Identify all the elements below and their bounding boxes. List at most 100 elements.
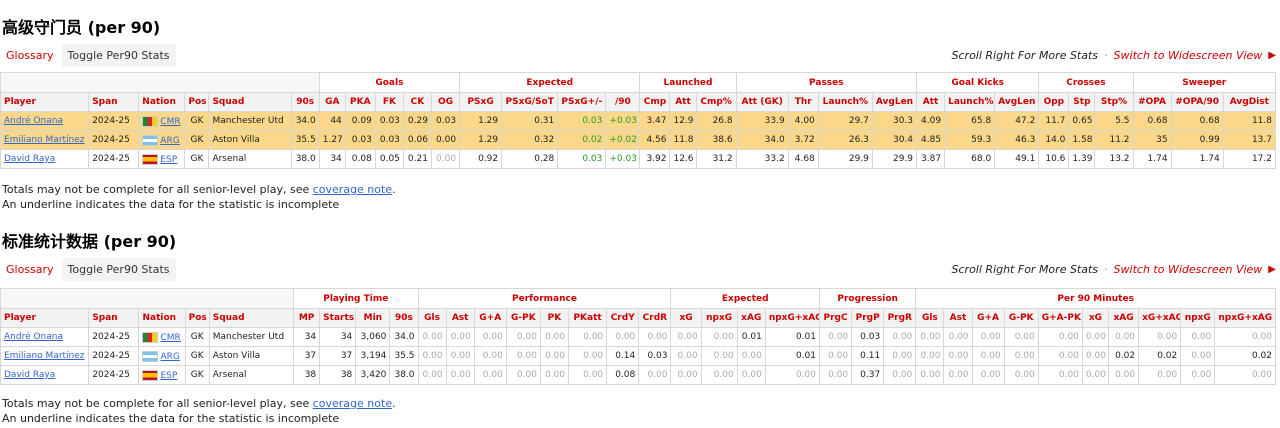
column-header[interactable]: Span bbox=[88, 308, 140, 328]
stat-cell: 1.29 bbox=[459, 111, 503, 131]
column-header[interactable]: Nation bbox=[138, 308, 186, 328]
stat-cell: 0.03 bbox=[638, 346, 672, 366]
column-header[interactable]: G-PK bbox=[505, 308, 541, 328]
column-header[interactable]: Stp bbox=[1068, 92, 1096, 112]
flag-icon bbox=[142, 331, 159, 343]
nation-link[interactable]: CMR bbox=[160, 116, 181, 127]
column-header[interactable]: PrgR bbox=[883, 308, 917, 328]
column-header[interactable]: Opp bbox=[1038, 92, 1070, 112]
column-header[interactable]: Cmp bbox=[639, 92, 671, 112]
player-link[interactable]: Emiliano Martínez bbox=[4, 351, 85, 361]
toggle-per90-button[interactable]: Toggle Per90 Stats bbox=[61, 257, 176, 281]
column-header[interactable]: #OPA bbox=[1132, 92, 1172, 112]
column-header[interactable]: PK bbox=[539, 308, 570, 328]
column-header[interactable]: PKA bbox=[344, 92, 376, 112]
column-header[interactable]: Player bbox=[0, 92, 90, 112]
column-header[interactable]: Nation bbox=[138, 92, 186, 112]
column-header[interactable]: PSxG+/- bbox=[557, 92, 607, 112]
column-header[interactable]: Cmp% bbox=[695, 92, 737, 112]
player-link[interactable]: André Onana bbox=[4, 116, 63, 126]
column-header[interactable]: npxG bbox=[700, 308, 738, 328]
column-header[interactable]: G+A bbox=[473, 308, 507, 328]
coverage-note-link[interactable]: coverage note bbox=[312, 183, 393, 196]
column-header[interactable]: #OPA/90 bbox=[1170, 92, 1224, 112]
column-header[interactable]: xAG bbox=[1107, 308, 1140, 328]
column-header[interactable]: xAG bbox=[736, 308, 766, 328]
stat-cell: 0.00 bbox=[670, 346, 702, 366]
column-header[interactable]: npxG+xAG bbox=[764, 308, 821, 328]
column-header[interactable]: xG bbox=[670, 308, 702, 328]
column-header[interactable]: AvgLen bbox=[871, 92, 918, 112]
column-header[interactable]: CrdY bbox=[606, 308, 640, 328]
table-notes: Totals may not be complete for all senio… bbox=[2, 182, 396, 212]
widescreen-link[interactable]: Switch to Widescreen View bbox=[1113, 262, 1263, 276]
column-header[interactable]: CrdR bbox=[638, 308, 672, 328]
column-header[interactable]: Starts bbox=[319, 308, 357, 328]
column-header[interactable]: PrgC bbox=[818, 308, 853, 328]
column-header[interactable]: Span bbox=[88, 92, 140, 112]
scroll-right-note: Scroll Right For More Stats bbox=[951, 48, 1099, 62]
column-header[interactable]: AvgDist bbox=[1222, 92, 1277, 112]
stat-cell: 0.03 bbox=[430, 111, 461, 131]
column-header[interactable]: Att bbox=[916, 92, 946, 112]
column-header[interactable]: Thr bbox=[787, 92, 819, 112]
coverage-note-link[interactable]: coverage note bbox=[312, 397, 393, 410]
nation-link[interactable]: ARG bbox=[160, 351, 180, 362]
column-header[interactable]: MP bbox=[293, 308, 321, 328]
column-header[interactable]: 90s bbox=[389, 308, 419, 328]
section-title: 标准统计数据 (per 90) bbox=[2, 232, 177, 251]
column-header[interactable]: PKatt bbox=[568, 308, 608, 328]
column-header[interactable]: 90s bbox=[290, 92, 320, 112]
column-header[interactable]: Pos bbox=[184, 92, 210, 112]
stat-cell: 0.00 bbox=[670, 365, 702, 385]
nation-link[interactable]: ARG bbox=[160, 135, 180, 146]
column-header[interactable]: Squad bbox=[208, 92, 292, 112]
column-header[interactable]: Ast bbox=[445, 308, 475, 328]
column-header[interactable]: Att bbox=[669, 92, 697, 112]
nation-link[interactable]: ESP bbox=[160, 370, 178, 381]
player-link[interactable]: David Raya bbox=[4, 370, 56, 380]
column-header[interactable]: Ast bbox=[943, 308, 973, 328]
column-header[interactable]: PSxG bbox=[459, 92, 503, 112]
column-header[interactable]: Gls bbox=[417, 308, 447, 328]
widescreen-link[interactable]: Switch to Widescreen View bbox=[1113, 48, 1263, 62]
column-header[interactable]: Launch% bbox=[944, 92, 996, 112]
column-header[interactable]: Min bbox=[355, 308, 391, 328]
player-link[interactable]: Emiliano Martínez bbox=[4, 135, 85, 145]
column-header[interactable]: Gls bbox=[915, 308, 945, 328]
column-header[interactable]: PrgP bbox=[851, 308, 885, 328]
stat-cell: 34 bbox=[319, 327, 357, 347]
column-header[interactable]: xG+xAG bbox=[1138, 308, 1182, 328]
column-header[interactable]: Launch% bbox=[817, 92, 873, 112]
column-header[interactable]: Squad bbox=[208, 308, 295, 328]
nation-link[interactable]: CMR bbox=[160, 332, 181, 343]
column-header[interactable]: Player bbox=[0, 308, 90, 328]
glossary-button[interactable]: Glossary bbox=[6, 262, 54, 276]
column-header[interactable]: xG bbox=[1081, 308, 1110, 328]
stat-cell: 31.2 bbox=[695, 149, 737, 169]
column-header[interactable]: npxG+xAG bbox=[1214, 308, 1276, 328]
column-header[interactable]: Att (GK) bbox=[735, 92, 789, 112]
span-cell: 2024-25 bbox=[88, 149, 140, 169]
column-header[interactable]: OG bbox=[430, 92, 461, 112]
column-header[interactable]: PSxG/SoT bbox=[501, 92, 559, 112]
span-cell: 2024-25 bbox=[88, 327, 140, 347]
column-header[interactable]: /90 bbox=[605, 92, 641, 112]
column-header[interactable]: Stp% bbox=[1094, 92, 1134, 112]
column-header[interactable]: AvgLen bbox=[994, 92, 1040, 112]
toggle-per90-button[interactable]: Toggle Per90 Stats bbox=[61, 43, 176, 67]
column-header[interactable]: G+A-PK bbox=[1037, 308, 1083, 328]
player-link[interactable]: André Onana bbox=[4, 332, 63, 342]
nation-link[interactable]: ESP bbox=[160, 154, 178, 165]
column-header[interactable]: G-PK bbox=[1003, 308, 1039, 328]
column-header[interactable]: G+A bbox=[971, 308, 1005, 328]
stat-cell: 0.00 bbox=[736, 365, 766, 385]
column-header[interactable]: GA bbox=[318, 92, 346, 112]
column-header[interactable]: CK bbox=[402, 92, 432, 112]
column-header[interactable]: Pos bbox=[184, 308, 210, 328]
player-link[interactable]: David Raya bbox=[4, 154, 56, 164]
column-header[interactable]: npxG bbox=[1180, 308, 1216, 328]
column-header[interactable]: FK bbox=[374, 92, 404, 112]
glossary-button[interactable]: Glossary bbox=[6, 48, 54, 62]
stat-cell: 0.00 bbox=[1214, 365, 1276, 385]
